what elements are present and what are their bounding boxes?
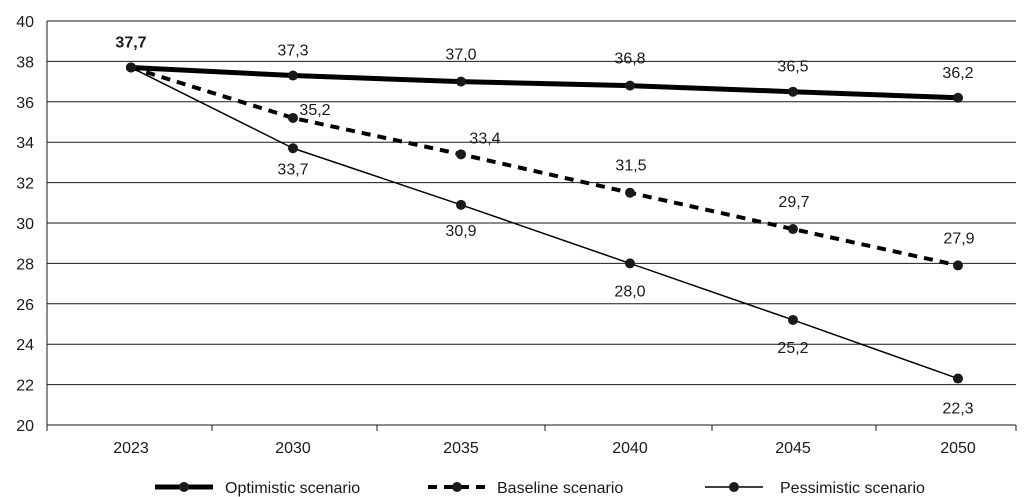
data-point: [456, 199, 466, 210]
data-point: [953, 92, 963, 103]
data-point: [126, 62, 136, 73]
x-axis-tick-labels: 2023 2030 2035 2040 2045 2050: [113, 440, 976, 457]
legend-label: Optimistic scenario: [225, 480, 360, 497]
data-point: [456, 76, 466, 87]
legend-swatch-marker: [179, 482, 189, 492]
series-line-optimistic-scenario: [130, 64, 959, 101]
legend-item: Pessimistic scenario: [705, 480, 925, 497]
data-label: 30,9: [445, 223, 476, 240]
x-tick-label: 2045: [775, 440, 811, 457]
data-label: 37,7: [115, 34, 146, 51]
data-point: [288, 70, 298, 81]
data-point: [456, 149, 466, 160]
y-tick-label: 40: [16, 14, 34, 31]
data-label: 33,4: [469, 130, 500, 147]
data-labels: 37,7 37,3 37,0 36,8 36,5 36,2 35,2 33,4 31,5 29,7…: [115, 34, 974, 417]
data-label: 36,2: [942, 65, 973, 82]
y-tick-label: 26: [16, 297, 34, 314]
data-point: [625, 187, 635, 198]
y-tick-label: 28: [16, 256, 34, 273]
data-point: [953, 260, 963, 271]
data-label: 35,2: [299, 102, 330, 119]
legend-item: Baseline scenario: [428, 480, 623, 497]
data-label: 31,5: [615, 158, 646, 175]
data-point: [953, 373, 963, 384]
series-line-pessimistic-scenario: [130, 66, 959, 380]
data-label: 33,7: [277, 161, 308, 178]
x-tick-label: 2040: [612, 440, 648, 457]
series-lines: [126, 62, 963, 384]
y-tick-label: 20: [16, 418, 34, 435]
data-label: 37,3: [277, 43, 308, 60]
data-label: 36,8: [614, 51, 645, 68]
data-label: 37,0: [445, 47, 476, 64]
data-point: [625, 80, 635, 91]
y-tick-label: 30: [16, 216, 34, 233]
data-label: 36,5: [777, 59, 808, 76]
data-label: 25,2: [777, 340, 808, 357]
x-tick-label: 2030: [275, 440, 311, 457]
data-label: 28,0: [614, 283, 645, 300]
data-point: [788, 314, 798, 325]
legend-swatch-marker: [729, 482, 739, 492]
gridlines: [46, 20, 1017, 431]
data-point: [288, 143, 298, 154]
data-point: [625, 258, 635, 269]
data-point: [788, 224, 798, 235]
y-tick-label: 22: [16, 378, 34, 395]
legend: Optimistic scenario Baseline scenario Pess…: [155, 480, 925, 497]
y-tick-label: 32: [16, 176, 34, 193]
legend-item: Optimistic scenario: [155, 480, 360, 497]
y-axis-tick-labels: 20 22 24 26 28 30 32 34 36 38 40: [16, 14, 34, 435]
x-tick-label: 2050: [940, 440, 976, 457]
x-tick-label: 2035: [443, 440, 479, 457]
y-tick-label: 36: [16, 95, 34, 112]
legend-label: Pessimistic scenario: [780, 480, 925, 497]
data-label: 27,9: [943, 230, 974, 247]
legend-label: Baseline scenario: [497, 480, 623, 497]
series-line-baseline-scenario: [130, 65, 959, 268]
y-tick-label: 34: [16, 135, 34, 152]
x-tick-label: 2023: [113, 440, 149, 457]
y-tick-label: 38: [16, 54, 34, 71]
data-point: [788, 86, 798, 97]
y-tick-label: 24: [16, 337, 34, 354]
legend-swatch-marker: [452, 482, 462, 492]
data-label: 22,3: [942, 401, 973, 418]
data-point: [288, 112, 298, 123]
data-label: 29,7: [778, 194, 809, 211]
